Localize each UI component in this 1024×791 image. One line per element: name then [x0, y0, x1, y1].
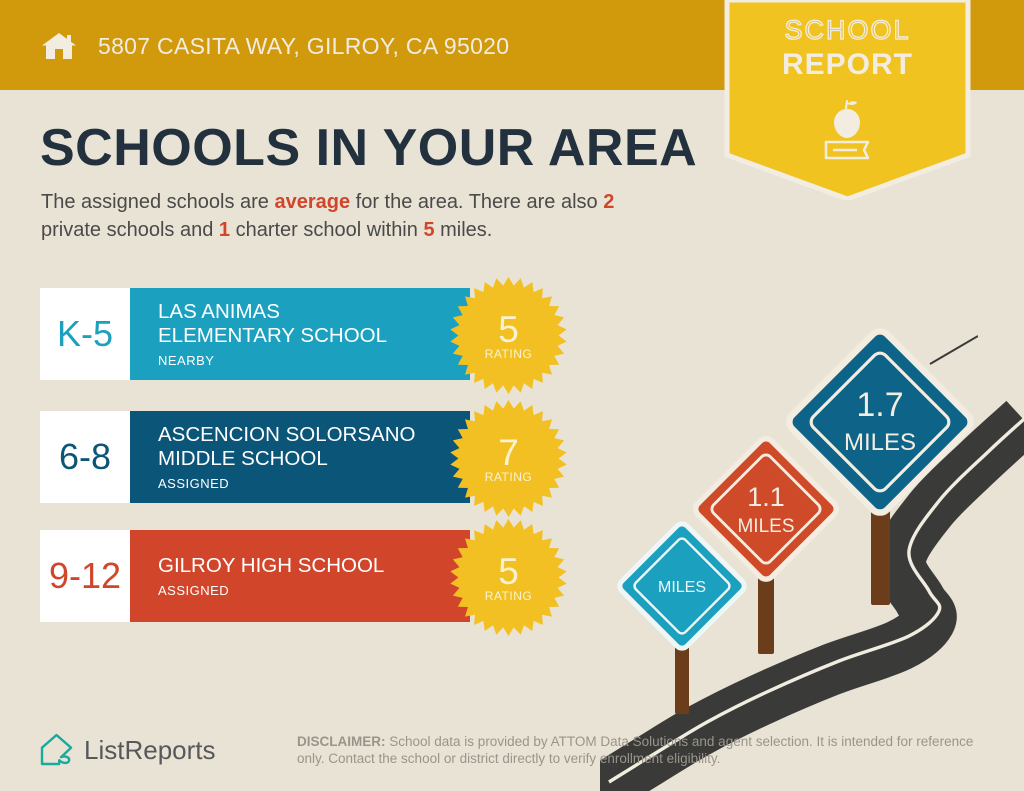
svg-text:1.7: 1.7	[856, 386, 903, 424]
svg-text:MILES: MILES	[844, 429, 916, 456]
svg-text:1.1: 1.1	[747, 482, 785, 512]
